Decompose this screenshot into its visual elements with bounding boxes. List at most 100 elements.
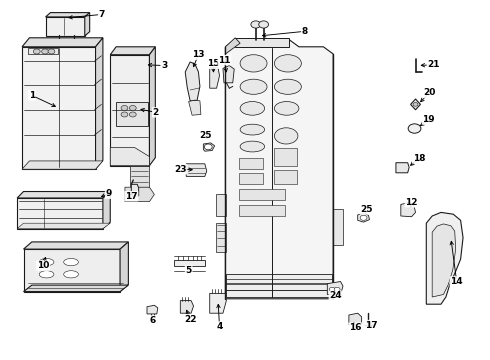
Text: 18: 18 [413, 154, 425, 163]
Polygon shape [24, 249, 120, 292]
Ellipse shape [39, 258, 54, 266]
Text: 21: 21 [427, 60, 440, 69]
Polygon shape [225, 40, 333, 299]
Polygon shape [24, 285, 128, 292]
Ellipse shape [240, 124, 265, 135]
Bar [274, 170, 297, 184]
Circle shape [413, 103, 418, 106]
Text: 15: 15 [207, 59, 220, 68]
Polygon shape [22, 47, 96, 169]
Text: 20: 20 [423, 88, 436, 97]
Polygon shape [189, 100, 201, 115]
Circle shape [408, 124, 421, 133]
Text: 4: 4 [216, 322, 223, 331]
Text: 8: 8 [302, 27, 308, 36]
Text: 1: 1 [29, 91, 35, 100]
Polygon shape [96, 38, 103, 169]
Ellipse shape [274, 102, 299, 115]
Polygon shape [147, 305, 158, 314]
Bar [239, 189, 285, 200]
Ellipse shape [240, 55, 267, 72]
Polygon shape [349, 313, 362, 325]
Text: 16: 16 [349, 323, 362, 332]
Bar [239, 158, 263, 169]
Circle shape [360, 215, 367, 220]
Circle shape [129, 112, 136, 117]
Polygon shape [22, 161, 103, 169]
Text: 22: 22 [184, 315, 196, 324]
Polygon shape [116, 102, 148, 126]
Bar [239, 205, 285, 216]
Circle shape [334, 287, 340, 292]
Polygon shape [24, 242, 128, 249]
Text: 9: 9 [105, 189, 112, 198]
Text: 12: 12 [405, 198, 418, 207]
Circle shape [121, 112, 128, 117]
Polygon shape [110, 148, 149, 166]
Text: 3: 3 [161, 61, 167, 70]
Text: 24: 24 [329, 292, 342, 300]
Text: 5: 5 [186, 266, 192, 275]
Polygon shape [110, 47, 155, 55]
Polygon shape [210, 293, 226, 313]
Polygon shape [432, 224, 456, 297]
Text: 17: 17 [125, 192, 138, 201]
Circle shape [48, 49, 55, 54]
Polygon shape [235, 38, 289, 47]
Circle shape [33, 49, 40, 54]
Ellipse shape [39, 271, 54, 278]
Polygon shape [426, 212, 463, 304]
Polygon shape [401, 202, 416, 217]
Text: 13: 13 [192, 50, 205, 59]
Circle shape [259, 21, 269, 28]
Polygon shape [210, 68, 220, 88]
Text: 7: 7 [98, 10, 105, 19]
Polygon shape [216, 223, 226, 252]
Polygon shape [17, 198, 103, 229]
Ellipse shape [274, 79, 301, 94]
Polygon shape [226, 274, 332, 297]
Text: 10: 10 [37, 261, 49, 270]
Polygon shape [17, 192, 110, 198]
Polygon shape [185, 62, 200, 101]
Polygon shape [120, 242, 128, 292]
Polygon shape [103, 192, 110, 229]
Text: 17: 17 [365, 320, 378, 330]
Polygon shape [203, 143, 215, 151]
Circle shape [329, 287, 335, 292]
Text: 19: 19 [422, 115, 435, 124]
Polygon shape [225, 38, 240, 54]
Text: 14: 14 [450, 277, 463, 286]
Polygon shape [358, 213, 369, 222]
Polygon shape [125, 187, 154, 202]
Bar [274, 148, 297, 166]
Ellipse shape [240, 79, 267, 94]
Polygon shape [85, 13, 90, 36]
Ellipse shape [240, 102, 265, 115]
Ellipse shape [274, 128, 298, 144]
Text: 23: 23 [174, 165, 187, 174]
Polygon shape [174, 260, 205, 266]
Ellipse shape [64, 271, 78, 278]
Polygon shape [223, 66, 234, 83]
Polygon shape [327, 282, 343, 294]
Text: 25: 25 [360, 205, 373, 214]
Ellipse shape [240, 141, 265, 152]
Circle shape [251, 21, 261, 28]
Polygon shape [131, 184, 139, 196]
Bar [239, 173, 263, 184]
Circle shape [42, 49, 49, 54]
Ellipse shape [274, 55, 301, 72]
Text: 11: 11 [218, 55, 231, 65]
Polygon shape [17, 223, 110, 229]
Circle shape [204, 144, 212, 150]
Circle shape [129, 105, 136, 111]
Text: 2: 2 [153, 108, 159, 117]
Ellipse shape [64, 258, 78, 266]
Polygon shape [411, 99, 420, 110]
Polygon shape [22, 38, 103, 47]
Polygon shape [46, 17, 85, 36]
Circle shape [121, 105, 128, 111]
Text: 6: 6 [150, 316, 156, 325]
Polygon shape [396, 163, 409, 173]
